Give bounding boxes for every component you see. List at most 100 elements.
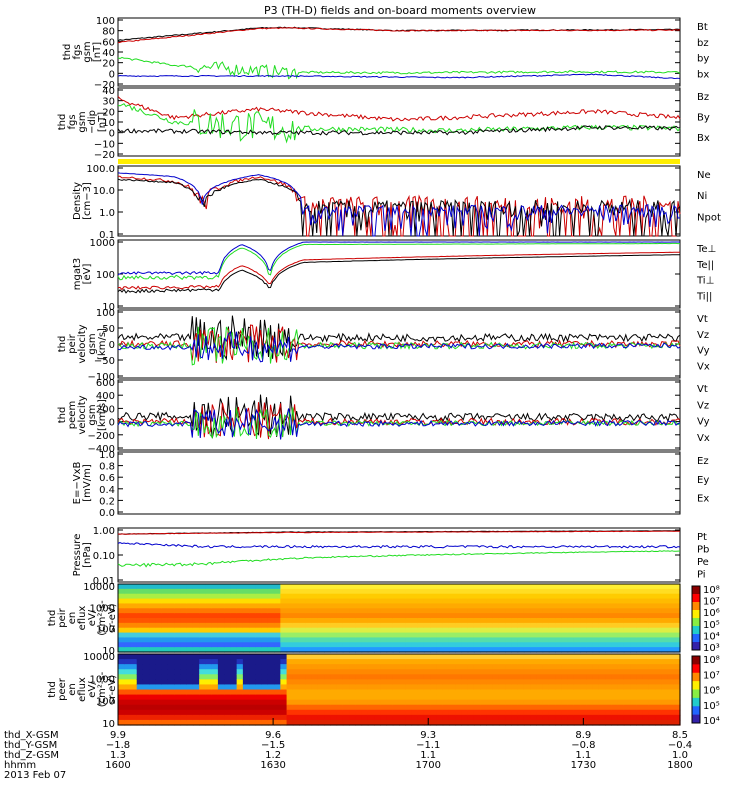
spectro-cell <box>361 714 369 721</box>
spectro-cell <box>367 694 375 701</box>
spectro-cell <box>192 719 200 726</box>
spectro-cell <box>667 618 675 624</box>
spectro-cell <box>561 593 569 600</box>
spectro-cell <box>580 632 587 639</box>
spectro-cell <box>149 588 157 595</box>
spectro-cell <box>461 669 469 675</box>
spectro-cell <box>611 613 619 619</box>
spectro-cell <box>592 637 600 643</box>
spectro-cell <box>561 679 569 686</box>
spectro-cell <box>586 704 594 711</box>
spectro-cell <box>199 593 207 600</box>
spectro-cell <box>274 654 281 660</box>
spectro-cell <box>561 704 569 711</box>
spectro-cell <box>461 642 469 648</box>
spectro-cell <box>192 637 200 643</box>
spectro-cell <box>636 632 644 639</box>
spectro-cell <box>142 613 150 619</box>
spectro-cell <box>548 674 556 680</box>
spectro-cell <box>286 709 294 716</box>
spectro-cell <box>255 622 263 629</box>
spectro-cell <box>380 603 388 609</box>
spectro-cell <box>455 632 463 639</box>
spectro-cell <box>205 613 213 619</box>
spectro-cell <box>180 674 188 680</box>
spectro-cell <box>124 608 132 614</box>
spectro-cell <box>274 669 281 675</box>
spectro-cell <box>299 647 306 653</box>
spectro-cell <box>305 654 313 660</box>
spectro-cell <box>486 709 494 716</box>
spectro-cell <box>567 603 575 609</box>
spectro-cell <box>573 618 581 624</box>
spectro-cell <box>342 714 350 721</box>
spectro-cell <box>498 659 506 665</box>
spectro-cell <box>430 719 438 726</box>
spectro-cell <box>430 613 438 619</box>
spectro-cell <box>367 593 375 600</box>
spectro-cell <box>230 694 238 701</box>
spectro-cell <box>286 608 294 614</box>
spectro-cell <box>555 654 562 660</box>
spectro-cell <box>174 598 182 605</box>
spectro-cell <box>174 613 182 619</box>
spectro-cell <box>486 684 494 691</box>
spectro-cell <box>523 627 531 634</box>
spectro-cell <box>430 674 438 680</box>
spectro-cell <box>274 704 281 711</box>
spectro-cell <box>230 637 238 643</box>
spectro-cell <box>673 704 681 711</box>
spectro-cell <box>411 674 419 680</box>
spectro-cell <box>473 669 481 675</box>
spectro-cell <box>517 679 525 686</box>
spectro-cell <box>130 674 138 680</box>
spectro-cell <box>661 659 669 665</box>
spectro-cell <box>436 679 444 686</box>
spectro-cell <box>217 618 225 624</box>
spectro-cell <box>267 689 275 696</box>
spectro-cell <box>617 654 625 660</box>
spectro-cell <box>555 584 562 590</box>
spectro-cell <box>174 719 182 726</box>
y-axis-label: thd <box>57 407 68 424</box>
spectro-cell <box>517 584 525 590</box>
spectro-cell <box>617 613 625 619</box>
spectro-cell <box>374 603 381 609</box>
spectro-cell <box>580 669 587 675</box>
spectro-cell <box>399 714 406 721</box>
spectro-cell <box>555 704 562 711</box>
spectro-cell <box>530 689 537 696</box>
spectro-cell <box>623 593 631 600</box>
spectro-cell <box>530 632 537 639</box>
spectro-cell <box>292 669 300 675</box>
legend-Vz: Vz <box>697 330 709 341</box>
plot-title: P3 (TH-D) fields and on-board moments ov… <box>264 4 536 17</box>
spectro-cell <box>592 613 600 619</box>
spectro-cell <box>655 613 662 619</box>
spectro-cell <box>505 637 512 643</box>
spectro-cell <box>286 642 294 648</box>
x-tick-value: 9.3 <box>420 730 436 741</box>
spectro-cell <box>311 719 319 726</box>
spectro-cell <box>455 664 463 670</box>
spectro-cell <box>492 593 500 600</box>
spectro-cell <box>436 593 444 600</box>
spectro-cell <box>480 694 488 701</box>
spectro-cell <box>136 679 144 686</box>
spectro-cell <box>155 654 163 660</box>
spectro-cell <box>142 689 150 696</box>
spectro-cell <box>461 684 469 691</box>
spectro-cell <box>217 588 225 595</box>
spectro-cell <box>473 689 481 696</box>
y-tick-label: 0.6 <box>99 473 115 484</box>
spectro-cell <box>330 679 338 686</box>
spectro-cell <box>180 679 188 686</box>
spectro-cell <box>417 637 425 643</box>
spectro-cell <box>136 714 144 721</box>
spectro-cell <box>436 664 444 670</box>
spectro-cell <box>517 632 525 639</box>
spectro-cell <box>130 709 138 716</box>
spectro-cell <box>511 709 519 716</box>
spectro-cell <box>392 664 400 670</box>
spectro-cell <box>492 704 500 711</box>
